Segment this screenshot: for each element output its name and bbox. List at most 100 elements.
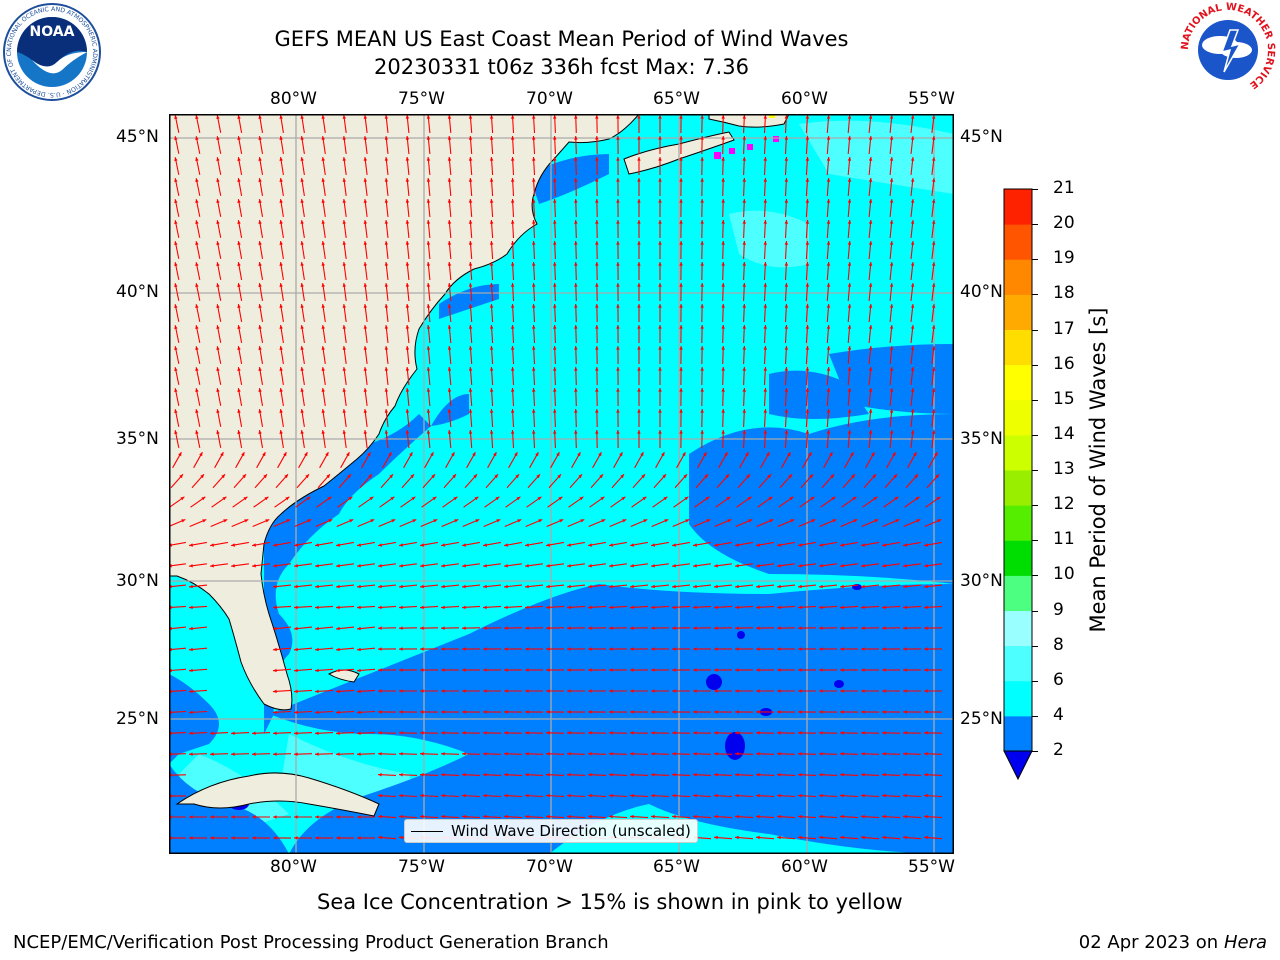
wave-direction-arrowhead (195, 430, 199, 434)
wave-direction-arrowhead (861, 773, 865, 777)
wave-direction-arrowhead (931, 157, 936, 161)
wave-direction-arrowhead (405, 262, 410, 266)
wave-direction-arrowhead (405, 199, 410, 203)
wave-direction-arrowhead (294, 584, 298, 589)
wave-direction-arrowhead (483, 752, 487, 756)
wave-direction-arrowhead (489, 430, 494, 434)
wave-direction-arrowhead (826, 136, 831, 140)
wave-direction-arrowhead (658, 430, 662, 434)
wave-direction-arrowhead (903, 647, 907, 651)
wave-direction-arrowhead (931, 304, 936, 308)
wave-direction-arrowhead (840, 584, 844, 589)
wave-direction-arrowhead (847, 388, 852, 392)
wave-direction-arrowhead (663, 496, 668, 501)
wave-direction-arrowhead (805, 136, 810, 140)
wave-direction-arrowhead (763, 346, 767, 350)
wave-direction-arrowhead (574, 241, 578, 245)
wave-direction-arrowhead (273, 668, 277, 673)
wave-direction-arrowhead (348, 496, 353, 501)
wave-direction-arrowhead (630, 564, 634, 568)
wave-direction-arrowhead (847, 262, 852, 266)
north-america-coast (169, 114, 640, 711)
wave-direction-arrowhead (553, 283, 557, 287)
wave-direction-arrowhead (882, 626, 886, 630)
wave-direction-arrowhead (432, 496, 437, 501)
wave-direction-arrowhead (273, 731, 277, 735)
wave-direction-arrowhead (510, 409, 515, 413)
wave-direction-arrowhead (294, 564, 298, 568)
wave-direction-arrowhead (399, 835, 403, 840)
wave-direction-arrowhead (567, 626, 571, 630)
wave-direction-arrowhead (357, 584, 361, 589)
wave-direction-arrowhead (574, 157, 578, 161)
wave-direction-arrowhead (679, 409, 683, 413)
wave-direction-arrowhead (556, 452, 560, 457)
lon-label-bottom-80w: 80°W (270, 857, 317, 877)
graticule (169, 114, 954, 854)
wave-direction-arrowhead (889, 115, 894, 119)
wave-direction-arrowhead (798, 647, 802, 651)
wave-direction-arrowhead (840, 647, 844, 651)
wave-direction-arrowhead (237, 262, 241, 266)
wave-direction-arrowhead (273, 605, 277, 610)
wave-direction-arrowhead (721, 157, 725, 161)
wave-direction-arrowhead (735, 668, 739, 672)
wave-direction-arrowhead (258, 346, 262, 350)
wave-direction-arrowhead (405, 115, 410, 119)
wave-direction-arrowhead (546, 793, 550, 798)
wave-direction-arrowhead (616, 178, 620, 182)
lon-label-bottom-55w: 55°W (908, 857, 955, 877)
wave-direction-arrowhead (746, 474, 750, 479)
wave-direction-arrowhead (210, 731, 214, 735)
wave-direction-arrowhead (273, 836, 277, 840)
wave-direction-arrowhead (777, 814, 781, 819)
wave-direction-arrowhead (637, 178, 641, 182)
wave-direction-arrowhead (700, 262, 704, 266)
wave-direction-arrowhead (714, 731, 718, 735)
wave-direction-arrowhead (588, 710, 592, 714)
wave-direction-arrowhead (826, 199, 831, 203)
wave-direction-arrowhead (300, 283, 304, 287)
wave-direction-arrowhead (931, 115, 936, 119)
wave-direction-arrowhead (910, 283, 915, 287)
wave-direction-arrowhead (252, 564, 256, 568)
wave-direction-arrowhead (805, 346, 810, 350)
wave-direction-arrowhead (468, 409, 473, 413)
wave-direction-arrowhead (390, 496, 395, 501)
wave-direction-arrowhead (819, 752, 823, 756)
wave-direction-arrowhead (868, 409, 873, 413)
wave-direction-arrowhead (700, 178, 704, 182)
wave-direction-arrowhead (777, 564, 781, 568)
wave-direction-arrowhead (574, 430, 578, 434)
wave-direction-arrowhead (420, 731, 424, 735)
footer-right: 02 Apr 2023 on Hera (1079, 932, 1267, 953)
wave-direction-arrowhead (315, 584, 319, 589)
wave-direction-arrowhead (258, 325, 262, 329)
wave-direction-arrowhead (679, 241, 683, 245)
wave-direction-arrowhead (342, 304, 346, 308)
wave-direction-arrowhead (336, 584, 340, 589)
wave-direction-arrowhead (336, 836, 340, 840)
wave-direction-arrowhead (300, 220, 304, 224)
wave-direction-arrowhead (454, 519, 459, 523)
wave-direction-arrowhead (868, 325, 873, 329)
wave-direction-arrowhead (363, 304, 368, 308)
wave-direction-arrowhead (819, 564, 823, 568)
wave-direction-arrowhead (861, 668, 865, 672)
wave-direction-arrowhead (441, 584, 445, 589)
wave-direction-arrowhead (300, 367, 304, 371)
wave-direction-arrowhead (447, 304, 452, 308)
wave-direction-arrowhead (525, 668, 529, 672)
wave-direction-arrowhead (237, 409, 241, 413)
wave-direction-arrowhead (468, 367, 473, 371)
wave-direction-arrowhead (336, 752, 340, 756)
wave-direction-arrowhead (630, 668, 634, 672)
colorbar-tick-label: 16 (1053, 353, 1075, 374)
footer-left: NCEP/EMC/Verification Post Processing Pr… (13, 932, 609, 953)
wave-direction-arrowhead (924, 564, 928, 568)
lon-label-top-55w: 55°W (908, 89, 955, 109)
lon-label-bottom-75w: 75°W (398, 857, 445, 877)
wave-direction-arrowhead (532, 325, 536, 329)
wave-direction-arrowhead (510, 262, 515, 266)
wave-direction-arrowhead (777, 752, 781, 756)
